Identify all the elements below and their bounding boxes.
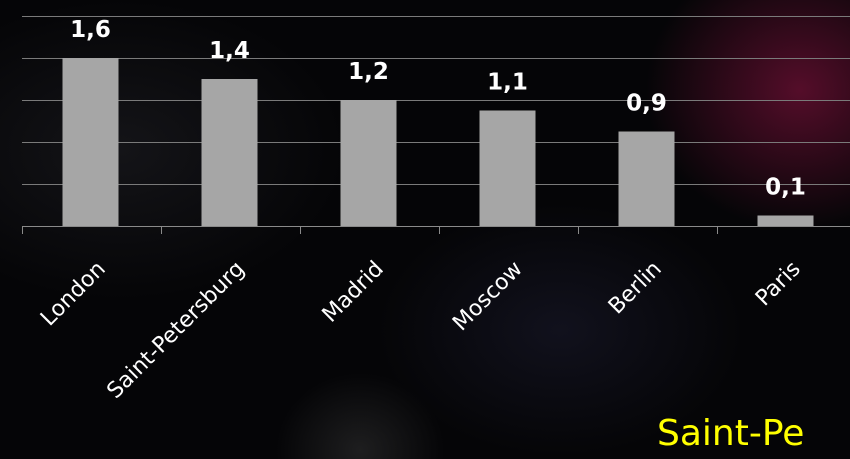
bar-paris (757, 215, 814, 226)
category-label-london: London (36, 257, 111, 332)
category-label-saint-petersburg: Saint-Petersburg (102, 257, 249, 404)
category-label-madrid: Madrid (318, 257, 389, 328)
bar-saint-petersburg (201, 79, 258, 226)
data-label-paris: 0,1 (765, 175, 806, 201)
data-label-berlin: 0,9 (626, 91, 667, 117)
category-label-berlin: Berlin (604, 257, 667, 320)
category-label-paris: Paris (751, 257, 806, 312)
data-label-moscow: 1,1 (487, 70, 528, 96)
slide-caption: Saint-Pe (657, 413, 805, 454)
bar-moscow (479, 110, 536, 226)
bar-berlin (618, 131, 675, 226)
bar-london (62, 58, 119, 226)
data-label-saint-petersburg: 1,4 (209, 38, 250, 64)
category-label-moscow: Moscow (448, 257, 528, 337)
data-label-london: 1,6 (70, 17, 111, 43)
bar-madrid (340, 100, 397, 226)
data-label-madrid: 1,2 (348, 59, 389, 85)
